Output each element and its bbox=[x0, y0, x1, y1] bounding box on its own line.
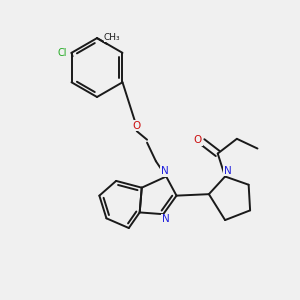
Text: CH₃: CH₃ bbox=[104, 33, 121, 42]
Text: N: N bbox=[162, 214, 170, 224]
Text: N: N bbox=[224, 166, 231, 176]
Text: N: N bbox=[161, 166, 169, 176]
Text: O: O bbox=[133, 121, 141, 131]
Text: Cl: Cl bbox=[58, 48, 67, 59]
Text: O: O bbox=[194, 135, 202, 145]
